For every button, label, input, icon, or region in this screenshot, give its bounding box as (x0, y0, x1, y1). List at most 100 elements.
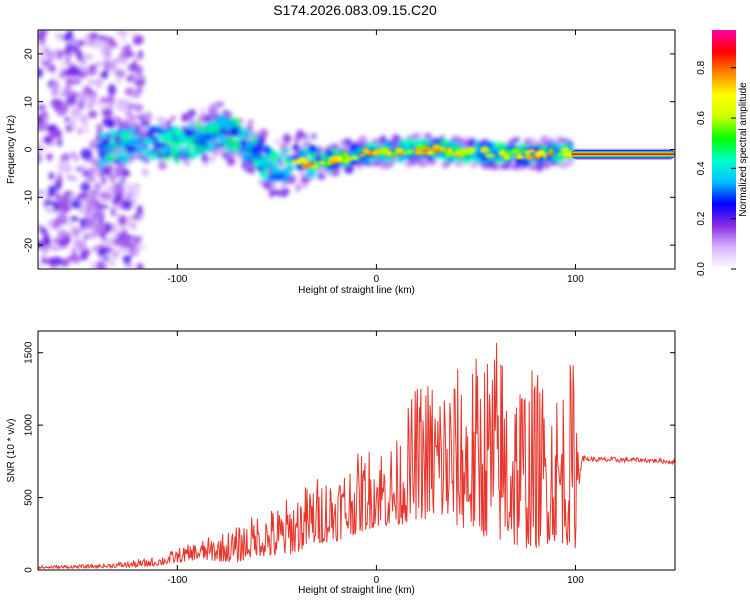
scatter-blob (492, 161, 499, 171)
scatter-blob (107, 165, 115, 171)
noise-blob (48, 172, 55, 180)
noise-blob (77, 99, 86, 110)
ridge-hotspot (453, 152, 459, 157)
figure-title: S174.2026.083.09.15.C20 (273, 2, 437, 18)
ridge-blob (415, 154, 425, 160)
noise-blob (70, 226, 81, 238)
scatter-blob (259, 128, 268, 138)
scatter-blob (499, 164, 508, 169)
scatter-blob (96, 127, 104, 133)
ridge-blob (125, 153, 131, 162)
ridge-blob (148, 155, 158, 161)
noise-blob (60, 258, 70, 267)
ridge-blob (245, 143, 253, 149)
ridge-hotspot (516, 152, 523, 157)
ridge-blob (192, 136, 199, 145)
noise-blob (92, 245, 99, 253)
noise-blob (68, 194, 77, 201)
noise-blob (41, 256, 47, 265)
noise-blob (134, 184, 140, 194)
noise-blob (111, 207, 116, 217)
noise-blob (47, 191, 53, 200)
scatter-blob (247, 119, 254, 125)
noise-blob (102, 222, 113, 234)
scatter-blob (320, 147, 325, 153)
snr-xlabel: Height of straight line (km) (298, 585, 415, 596)
noise-blob (79, 217, 86, 228)
ridge-hotspot (314, 160, 321, 167)
ridge-hotspot (479, 146, 490, 153)
ridge-blob (139, 154, 146, 161)
noise-blob (120, 46, 126, 55)
noise-blob (38, 67, 44, 78)
noise-blob (118, 214, 128, 226)
scatter-blob (115, 171, 121, 179)
noise-blob (51, 89, 59, 97)
noise-blob (100, 255, 106, 263)
noise-blob (88, 139, 98, 150)
scatter-blob (404, 160, 413, 168)
ridge-blob (291, 144, 300, 151)
noise-blob (122, 255, 132, 260)
noise-blob (80, 114, 89, 125)
ridge-blob (205, 126, 213, 135)
scatter-blob (142, 168, 149, 177)
ridge-blob (147, 129, 154, 136)
noise-blob (56, 172, 63, 181)
noise-blob (88, 110, 98, 119)
noise-blob (103, 48, 112, 61)
noise-blob (133, 236, 139, 245)
snr-frame (37, 330, 676, 571)
spectrogram-blobs (38, 30, 576, 269)
ridge-hotspot (459, 151, 469, 156)
scatter-blob (165, 119, 172, 126)
ridge-hotspot (524, 154, 532, 159)
ridge-blob (216, 142, 225, 147)
ridge-hotspot (542, 154, 547, 159)
noise-blob (107, 83, 117, 96)
noise-blob (64, 116, 71, 123)
scatter-blob (298, 171, 308, 177)
scatter-blob (241, 159, 247, 170)
noise-blob (113, 192, 124, 203)
noise-blob (84, 53, 94, 60)
noise-blob (109, 173, 116, 184)
noise-blob (120, 177, 126, 184)
ridge-blob (305, 169, 312, 174)
ridge-hotspot (371, 150, 381, 156)
ridge-blob (100, 157, 112, 164)
ridge-blob (238, 145, 248, 152)
colorbar-tick-label: 0.0 (696, 262, 707, 276)
noise-blob (100, 262, 107, 269)
scatter-blob (294, 135, 299, 145)
spectrogram-heatmap (38, 30, 675, 269)
spectrogram-ylabel: Frequency (Hz) (6, 115, 17, 184)
spectrogram-xlabel: Height of straight line (km) (298, 285, 415, 296)
ridge-hotspot (465, 147, 476, 154)
spectrogram-xtick-label: 0 (374, 274, 380, 285)
noise-blob (97, 60, 102, 67)
snr-plot-area (38, 342, 675, 570)
noise-blob (124, 43, 131, 55)
noise-blob (66, 30, 74, 40)
ridge-hotspot (322, 162, 331, 167)
ridge-hotspot (528, 149, 536, 153)
noise-blob (61, 236, 69, 248)
ridge-blob (260, 154, 271, 161)
ridge-blob (195, 121, 202, 130)
noise-blob (46, 257, 58, 266)
scatter-blob (221, 110, 230, 115)
noise-blob (64, 54, 71, 67)
ridge-blob (283, 159, 293, 165)
ridge-blob (395, 155, 406, 163)
ridge-blob (407, 144, 416, 151)
noise-blob (126, 186, 131, 198)
scatter-blob (113, 168, 123, 173)
snr-ytick-label: 1000 (24, 414, 35, 437)
scatter-blob (540, 135, 549, 145)
ridge-blob (109, 130, 119, 138)
noise-blob (128, 67, 134, 73)
noise-blob (60, 101, 69, 113)
noise-blob (41, 249, 47, 257)
ridge-blob (128, 127, 136, 135)
